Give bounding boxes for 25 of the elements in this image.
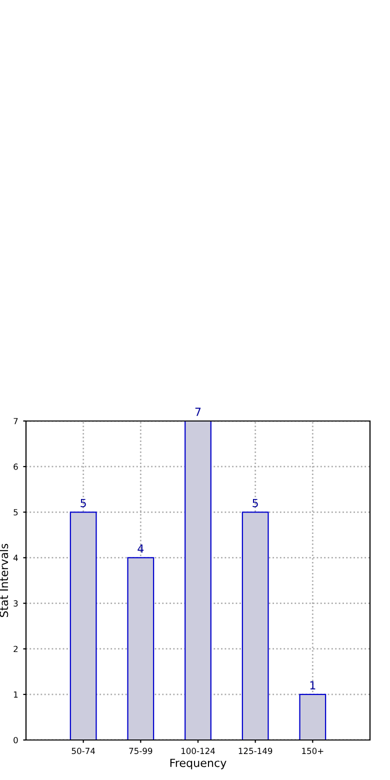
y-tick-label: 1: [14, 692, 18, 698]
bar: [70, 512, 97, 740]
y-axis-title: Stat Intervals: [0, 544, 8, 617]
x-tick-label: 150+: [302, 748, 324, 754]
data-label: 5: [80, 498, 86, 508]
data-label: 1: [310, 681, 316, 690]
y-tick-label: 2: [14, 646, 18, 652]
y-tick-label: 6: [14, 464, 18, 470]
data-label: 7: [195, 408, 201, 416]
bar: [299, 694, 326, 740]
y-tick-label: 7: [14, 418, 18, 424]
bar: [127, 557, 154, 740]
x-tick-label: 50-74: [72, 748, 95, 754]
y-tick-label: 3: [14, 600, 18, 607]
x-tick-label: 75-99: [129, 748, 152, 754]
data-label: 4: [138, 544, 144, 553]
y-tick-label: 5: [14, 509, 18, 516]
bar: [242, 512, 269, 740]
y-tick-label: 4: [13, 554, 18, 561]
bar: [184, 421, 212, 740]
x-tick-label: 125-149: [238, 748, 272, 754]
data-label: 5: [252, 498, 258, 508]
y-tick-label: 0: [14, 736, 18, 744]
x-axis-title: Frequency: [170, 758, 226, 770]
x-tick-label: 100-124: [182, 748, 215, 754]
